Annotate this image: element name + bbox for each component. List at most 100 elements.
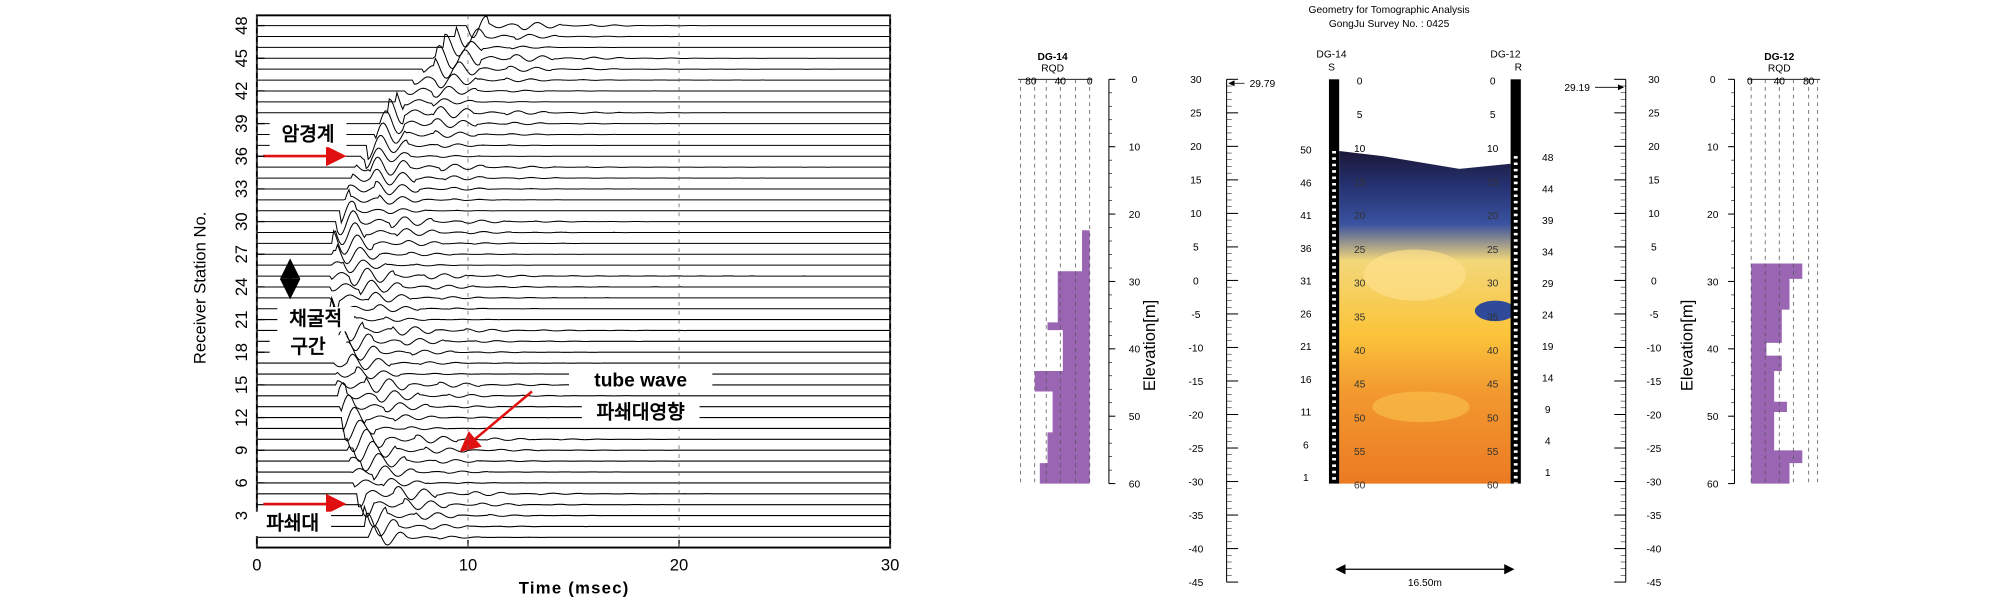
elevation-label: -10 [1647, 343, 1662, 354]
trace [256, 15, 891, 39]
borehole-name: DG-12 [1490, 50, 1520, 61]
log-name: DG-12 [1764, 52, 1794, 63]
elevation-title: Elevation[m] [1677, 300, 1696, 391]
x-tick-label: 0 [252, 556, 261, 575]
trace [256, 329, 891, 353]
annotation-bg [269, 335, 347, 360]
borehole-depth: 50 [1487, 413, 1499, 424]
trace [256, 122, 891, 144]
elevation-label: 10 [1648, 209, 1660, 220]
y-tick-label: 12 [232, 408, 251, 427]
trace [256, 222, 891, 246]
depth-label: 40 [1129, 345, 1141, 356]
trace [256, 200, 891, 225]
trace [256, 394, 891, 413]
receiver-no: 1 [1545, 468, 1551, 479]
borehole-depth: 55 [1354, 447, 1366, 458]
y-tick-label: 30 [232, 212, 251, 231]
x-axis-label: Time (msec) [519, 579, 630, 598]
trace [256, 406, 891, 433]
trace [256, 477, 891, 488]
depth-label: 40 [1707, 345, 1719, 356]
elevation-label: 0 [1193, 276, 1199, 287]
borehole-depth: 50 [1354, 413, 1366, 424]
trace [256, 295, 891, 321]
elevation-label: -25 [1647, 444, 1662, 455]
elevation-label: 15 [1648, 176, 1660, 187]
rqd-tick: 40 [1774, 76, 1786, 87]
elevation-label: 5 [1651, 243, 1657, 254]
elevation-label: -15 [1189, 377, 1204, 388]
annotation: 채굴적 [289, 308, 342, 330]
trace [256, 210, 891, 236]
borehole-mark: R [1515, 62, 1522, 73]
elevation-label: -35 [1647, 511, 1662, 522]
y-tick-label: 6 [232, 478, 251, 487]
receiver-no: 9 [1545, 405, 1551, 416]
trace [256, 341, 891, 361]
annotation: 암경계 [282, 124, 335, 146]
depth-label: 50 [1707, 412, 1719, 423]
y-tick-label: 21 [232, 310, 251, 329]
borehole-depth: 40 [1354, 346, 1366, 357]
borehole-depth: 20 [1487, 211, 1499, 222]
borehole [1510, 79, 1521, 484]
elevation-title: Elevation[m] [1140, 300, 1159, 391]
y-tick-label: 3 [232, 511, 251, 520]
annotation-bg [277, 307, 355, 332]
trace [256, 525, 891, 546]
receiver-no: 24 [1542, 311, 1554, 322]
depth-label: 30 [1707, 277, 1719, 288]
annotation: 구간 [290, 336, 326, 358]
depth-label: 30 [1129, 277, 1141, 288]
borehole-depth: 60 [1354, 481, 1366, 492]
source-no: 50 [1300, 146, 1312, 157]
arrow [459, 390, 533, 452]
elevation-label: -30 [1647, 477, 1662, 488]
trace [256, 382, 891, 403]
elevation-label: 20 [1190, 142, 1202, 153]
depth-label: 10 [1707, 143, 1719, 154]
trace [256, 317, 891, 342]
elevation-label: 30 [1648, 75, 1660, 86]
y-tick-label: 39 [232, 114, 251, 132]
source-no: 21 [1300, 342, 1312, 353]
trace [256, 134, 891, 161]
trace [256, 291, 891, 311]
source-no: 26 [1300, 309, 1312, 320]
depth-label: 20 [1707, 210, 1719, 221]
borehole-depth: 35 [1354, 312, 1366, 323]
annotation-bg [569, 368, 713, 393]
rqd-tick: 80 [1025, 76, 1037, 87]
receiver-no: 29 [1542, 279, 1554, 290]
trace [256, 156, 891, 176]
receiver-no: 44 [1542, 185, 1554, 196]
receiver-no: 39 [1542, 216, 1554, 227]
velocity-zone [1372, 391, 1470, 423]
annotation: 파쇄대영향 [597, 401, 686, 423]
depth-label: 50 [1129, 412, 1141, 423]
elevation-label: -20 [1189, 410, 1204, 421]
borehole-depth: 20 [1354, 211, 1366, 222]
elevation-label: 10 [1190, 209, 1202, 220]
velocity-zone [1363, 249, 1466, 301]
borehole-mark: S [1328, 62, 1335, 73]
depth-label: 0 [1710, 75, 1716, 86]
log-label: RQD [1041, 64, 1064, 75]
y-tick-label: 48 [232, 16, 251, 34]
elevation-label: -5 [1649, 310, 1658, 321]
borehole-depth: 30 [1487, 279, 1499, 290]
borehole-name: DG-14 [1316, 50, 1346, 61]
subtitle: GongJu Survey No. : 0425 [1329, 19, 1450, 30]
trace [256, 419, 891, 442]
annotation-bg [254, 511, 332, 537]
x-tick-label: 30 [881, 556, 899, 575]
source-no: 31 [1300, 277, 1312, 288]
borehole-depth: 5 [1357, 110, 1363, 121]
x-tick-label: 20 [670, 556, 688, 575]
y-tick-label: 36 [232, 147, 251, 166]
rqd-tick: 0 [1087, 76, 1093, 87]
trace [256, 168, 891, 186]
trace [256, 453, 891, 472]
annotation-bg [269, 122, 347, 148]
